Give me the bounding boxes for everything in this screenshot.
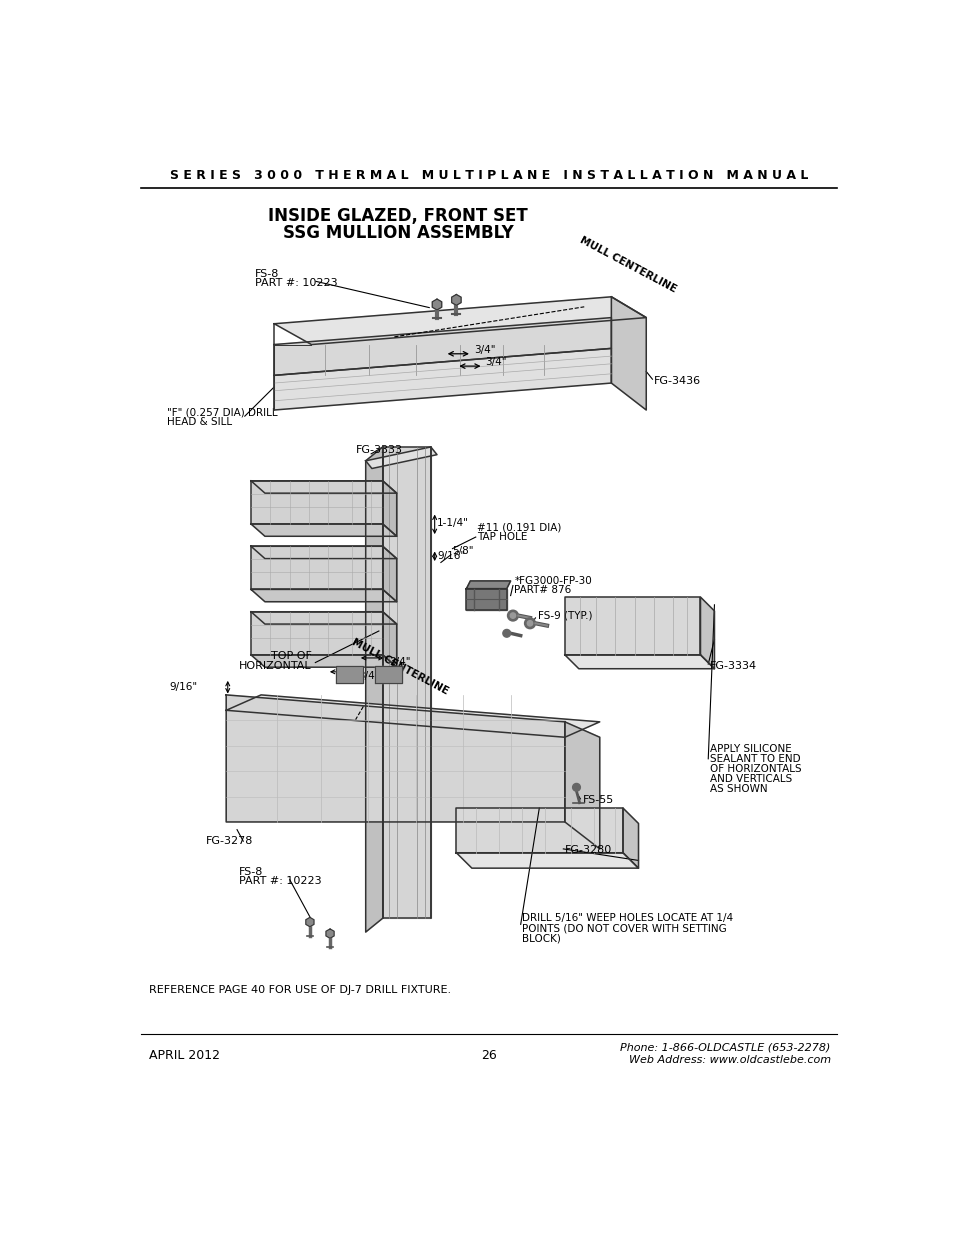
Polygon shape bbox=[274, 296, 645, 345]
Text: APRIL 2012: APRIL 2012 bbox=[149, 1049, 219, 1062]
Polygon shape bbox=[564, 597, 700, 655]
Text: FS-8: FS-8 bbox=[254, 269, 279, 279]
Circle shape bbox=[507, 610, 517, 621]
Polygon shape bbox=[251, 589, 396, 601]
Text: POINTS (DO NOT COVER WITH SETTING: POINTS (DO NOT COVER WITH SETTING bbox=[521, 924, 726, 934]
Text: FG-3333: FG-3333 bbox=[355, 445, 402, 454]
Text: 26: 26 bbox=[480, 1049, 497, 1062]
Polygon shape bbox=[564, 721, 599, 848]
Text: TOP OF: TOP OF bbox=[271, 651, 311, 662]
Polygon shape bbox=[382, 480, 396, 536]
Polygon shape bbox=[700, 597, 714, 668]
Text: FS-8: FS-8 bbox=[239, 867, 263, 877]
Polygon shape bbox=[326, 929, 334, 939]
Circle shape bbox=[527, 621, 532, 626]
Text: Phone: 1-866-OLDCASTLE (653-2278): Phone: 1-866-OLDCASTLE (653-2278) bbox=[619, 1042, 830, 1052]
Polygon shape bbox=[451, 294, 460, 305]
Text: 1-1/4": 1-1/4" bbox=[436, 519, 468, 529]
Text: SSG MULLION ASSEMBLY: SSG MULLION ASSEMBLY bbox=[283, 224, 513, 242]
Text: FS-55: FS-55 bbox=[582, 795, 614, 805]
Polygon shape bbox=[251, 480, 396, 493]
Polygon shape bbox=[456, 852, 638, 868]
Polygon shape bbox=[375, 667, 402, 683]
Text: PART #: 10223: PART #: 10223 bbox=[254, 278, 337, 288]
Polygon shape bbox=[382, 447, 431, 918]
Text: *FG3000-FP-30: *FG3000-FP-30 bbox=[514, 576, 592, 585]
Text: TAP HOLE: TAP HOLE bbox=[476, 532, 527, 542]
Text: BLOCK): BLOCK) bbox=[521, 934, 560, 944]
Polygon shape bbox=[466, 580, 510, 589]
Polygon shape bbox=[382, 611, 396, 667]
Text: PART# 876: PART# 876 bbox=[514, 585, 571, 595]
Text: Web Address: www.oldcastlebe.com: Web Address: www.oldcastlebe.com bbox=[628, 1055, 830, 1065]
Text: MULL CENTERLINE: MULL CENTERLINE bbox=[350, 637, 450, 697]
Circle shape bbox=[502, 630, 510, 637]
Polygon shape bbox=[365, 447, 436, 468]
Text: MULL CENTERLINE: MULL CENTERLINE bbox=[578, 235, 678, 294]
Polygon shape bbox=[251, 480, 382, 524]
Text: 5/8": 5/8" bbox=[452, 546, 474, 556]
Polygon shape bbox=[274, 348, 611, 410]
Text: AS SHOWN: AS SHOWN bbox=[709, 784, 766, 794]
Polygon shape bbox=[226, 695, 599, 737]
Text: FG-3436: FG-3436 bbox=[654, 375, 700, 385]
Polygon shape bbox=[456, 808, 622, 852]
Text: HEAD & SILL: HEAD & SILL bbox=[167, 417, 233, 427]
Polygon shape bbox=[274, 317, 611, 375]
Polygon shape bbox=[251, 611, 396, 624]
Text: DRILL 5/16" WEEP HOLES LOCATE AT 1/4: DRILL 5/16" WEEP HOLES LOCATE AT 1/4 bbox=[521, 913, 733, 924]
Text: 3/4": 3/4" bbox=[474, 345, 496, 354]
Text: AND VERTICALS: AND VERTICALS bbox=[709, 774, 791, 784]
Text: OF HORIZONTALS: OF HORIZONTALS bbox=[709, 763, 801, 774]
Polygon shape bbox=[306, 918, 314, 926]
Polygon shape bbox=[251, 524, 396, 536]
Text: FG-3334: FG-3334 bbox=[709, 661, 756, 671]
Text: REFERENCE PAGE 40 FOR USE OF DJ-7 DRILL FIXTURE.: REFERENCE PAGE 40 FOR USE OF DJ-7 DRILL … bbox=[149, 984, 451, 995]
Text: "F" (0.257 DIA) DRILL: "F" (0.257 DIA) DRILL bbox=[167, 408, 277, 417]
Text: 9/16": 9/16" bbox=[436, 551, 465, 561]
Circle shape bbox=[572, 783, 579, 792]
Text: 3/4": 3/4" bbox=[357, 671, 379, 680]
Polygon shape bbox=[382, 546, 396, 601]
Text: #11 (0.191 DIA): #11 (0.191 DIA) bbox=[476, 522, 561, 532]
Text: 9/16": 9/16" bbox=[170, 682, 197, 692]
Polygon shape bbox=[251, 546, 382, 589]
Text: APPLY SILICONE: APPLY SILICONE bbox=[709, 743, 791, 753]
Text: FS-9 (TYP.): FS-9 (TYP.) bbox=[537, 610, 592, 621]
Circle shape bbox=[510, 613, 516, 619]
Polygon shape bbox=[251, 655, 396, 667]
Text: S E R I E S   3 0 0 0   T H E R M A L   M U L T I P L A N E   I N S T A L L A T : S E R I E S 3 0 0 0 T H E R M A L M U L … bbox=[170, 169, 807, 182]
Circle shape bbox=[524, 618, 535, 629]
Polygon shape bbox=[251, 611, 382, 655]
Polygon shape bbox=[226, 695, 564, 823]
Text: 3/4": 3/4" bbox=[389, 657, 410, 667]
Text: PART #: 10223: PART #: 10223 bbox=[239, 877, 322, 887]
Text: HORIZONTAL: HORIZONTAL bbox=[238, 662, 311, 672]
Text: SEALANT TO END: SEALANT TO END bbox=[709, 753, 800, 763]
Text: FG-3278: FG-3278 bbox=[206, 836, 253, 846]
Text: FG-3280: FG-3280 bbox=[564, 846, 612, 856]
Polygon shape bbox=[432, 299, 441, 310]
Polygon shape bbox=[564, 655, 714, 668]
Text: INSIDE GLAZED, FRONT SET: INSIDE GLAZED, FRONT SET bbox=[268, 207, 528, 225]
Polygon shape bbox=[611, 296, 645, 410]
Polygon shape bbox=[365, 447, 382, 932]
Text: 3/4": 3/4" bbox=[484, 357, 506, 367]
Polygon shape bbox=[622, 808, 638, 868]
Polygon shape bbox=[251, 546, 396, 558]
Polygon shape bbox=[335, 667, 363, 683]
Polygon shape bbox=[466, 589, 506, 610]
